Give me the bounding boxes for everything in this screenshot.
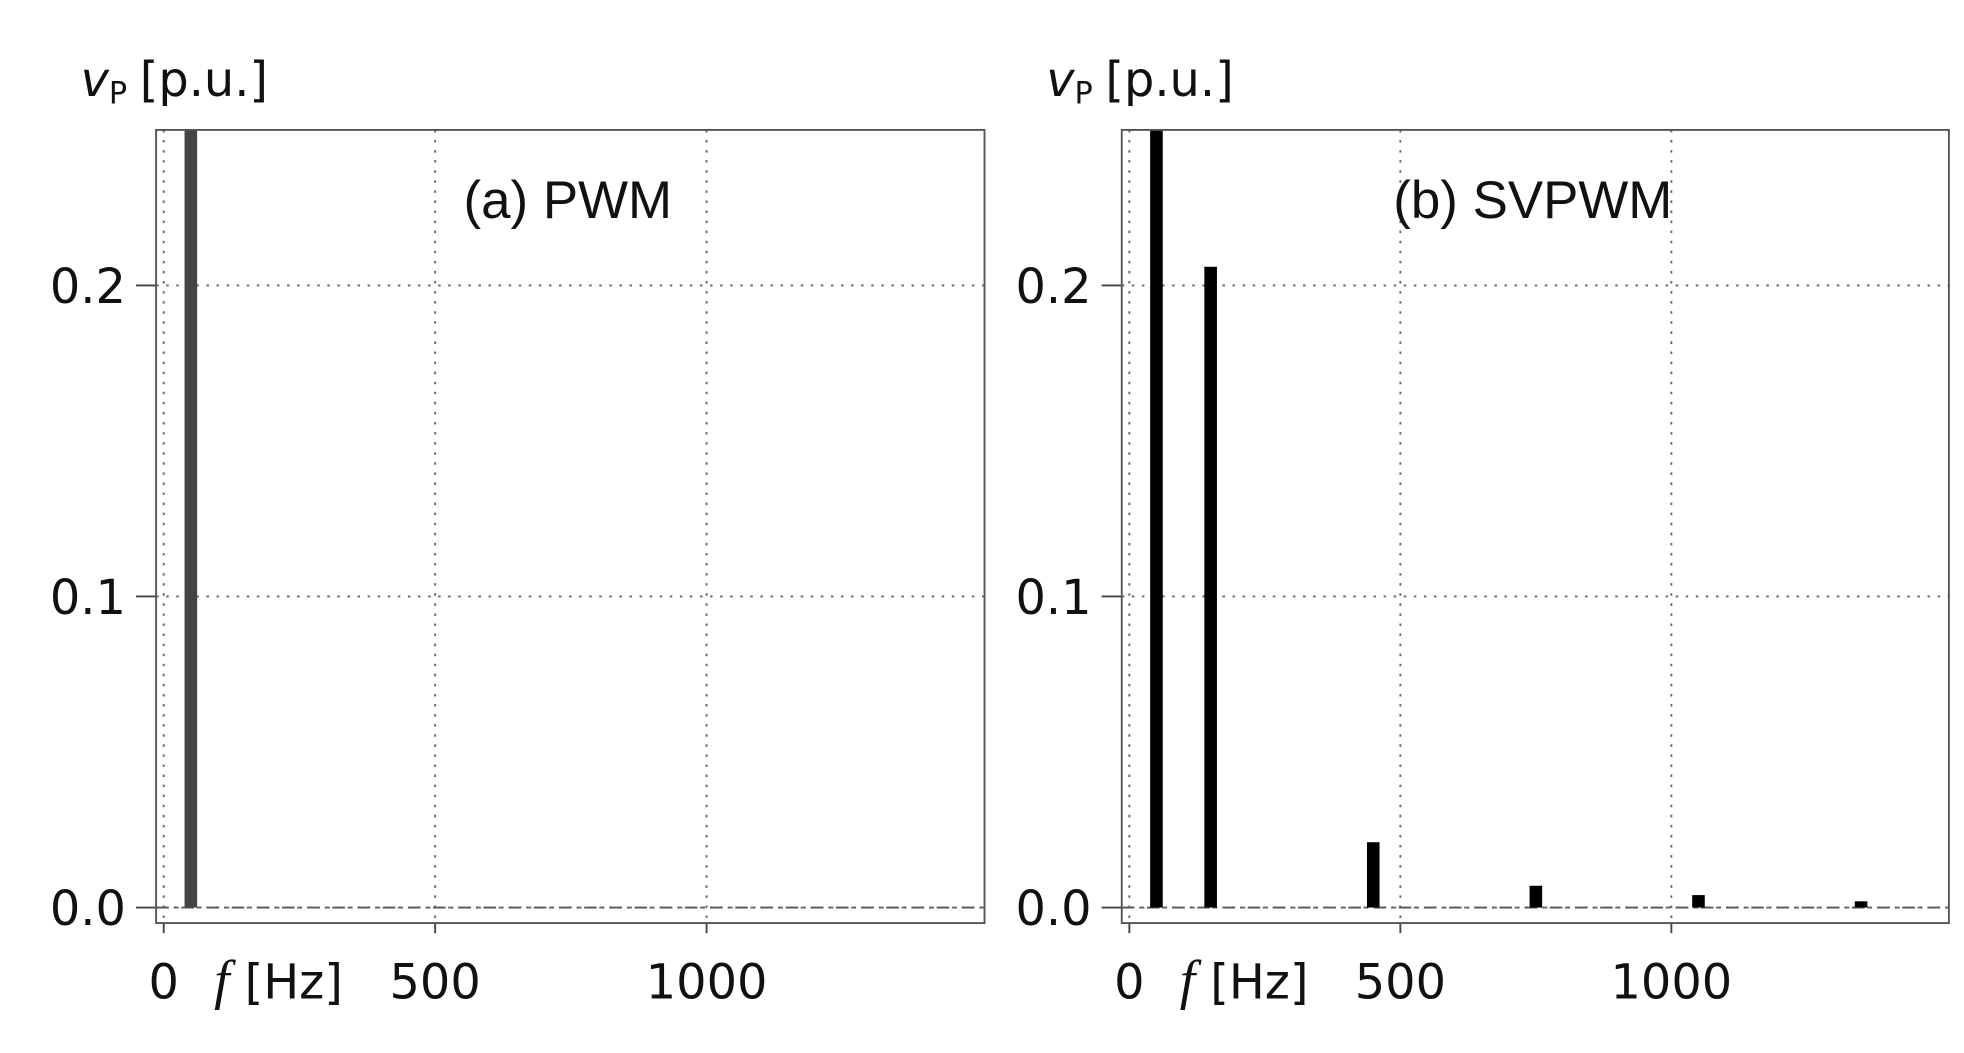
x-tick-label: 0 [1114, 956, 1144, 1011]
y-tick-label: 0.1 [50, 571, 126, 626]
y-label-unit: [p.u.] [1105, 53, 1233, 108]
x-tick-label: 0 [148, 956, 178, 1011]
y-tick-label: 0.0 [50, 882, 126, 937]
y-label-symbol: v [81, 53, 110, 108]
x-tick-label: 1000 [1611, 956, 1733, 1011]
bars [1150, 129, 1868, 908]
x-tick-label: 1000 [646, 956, 768, 1011]
x-label-symbol: f [214, 950, 236, 1011]
y-tick-label: 0.1 [1015, 571, 1091, 626]
x-tick-label: 500 [1355, 956, 1446, 1011]
plot-frame [1120, 128, 1950, 925]
chart-title: (b) SVPWM [1393, 171, 1672, 230]
y-label-subscript: P [1075, 76, 1093, 111]
x-tick-label: 500 [389, 956, 480, 1011]
bar [1692, 895, 1705, 908]
x-axis-label: f [Hz] [1180, 950, 1309, 1011]
chart-title: (a) PWM [464, 171, 672, 230]
bar [1204, 266, 1217, 908]
bar [184, 129, 198, 908]
y-label-subscript: P [109, 76, 127, 111]
bar [1150, 129, 1163, 908]
y-axis-label: vP [p.u.] [1046, 53, 1234, 112]
bar [1366, 842, 1380, 908]
y-label-symbol: v [1046, 53, 1075, 108]
x-label-symbol: f [1180, 950, 1202, 1011]
y-tick-label: 0.2 [50, 260, 126, 315]
panel: 0.0 0.1 0.2 0 500 1000 (b) SVPWM vP [p.u.] f [Hz] [1015, 53, 1950, 1011]
y-label-unit: [p.u.] [140, 53, 268, 108]
y-axis-label: vP [p.u.] [81, 53, 269, 112]
x-label-unit: [Hz] [1210, 956, 1308, 1011]
plot-frame [155, 128, 986, 925]
y-tick-label: 0.2 [1015, 260, 1091, 315]
x-axis-label: f [Hz] [214, 950, 343, 1011]
y-tick-label: 0.0 [1015, 882, 1091, 937]
bar [1529, 885, 1543, 908]
bar [1854, 901, 1868, 908]
panel: 0.0 0.1 0.2 0 500 1000 (a) PWM vP [p.u.] f [Hz] [50, 53, 986, 1011]
bars [184, 129, 198, 908]
x-label-unit: [Hz] [245, 956, 343, 1011]
